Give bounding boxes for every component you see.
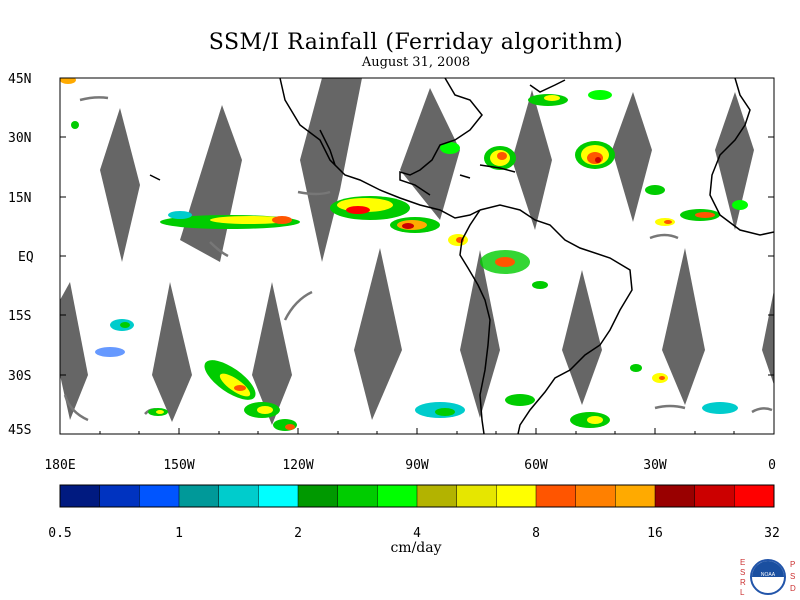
logo-letter: L xyxy=(740,588,745,597)
colorbar-swatch xyxy=(218,485,259,507)
logo-letter: S xyxy=(740,568,745,577)
swath xyxy=(300,78,362,262)
colorbar-swatch xyxy=(734,485,775,507)
lat-label: 30N xyxy=(8,131,31,146)
lon-label: 150W xyxy=(163,458,194,473)
noaa-logo-icon: E S R L P S D NOAA xyxy=(740,558,796,597)
swath xyxy=(400,88,460,220)
colorbar-swatch xyxy=(694,485,735,507)
colorbar-swatch xyxy=(99,485,140,507)
swath xyxy=(152,282,192,422)
lon-label: 180E xyxy=(44,458,75,473)
colorbar-labels: 0.5 1 2 4 8 16 32 xyxy=(48,526,780,541)
logo-text: NOAA xyxy=(761,572,776,578)
colorbar-tick-label: 2 xyxy=(294,526,302,541)
lon-label: 120W xyxy=(282,458,313,473)
coastlines xyxy=(149,78,774,434)
swath xyxy=(100,108,140,262)
colorbar-tick-label: 32 xyxy=(764,526,780,541)
colorbar-swatch xyxy=(615,485,656,507)
longitude-labels: 180E 150W 120W 90W 60W 30W 0 xyxy=(44,458,776,473)
lon-label: 90W xyxy=(405,458,429,473)
lat-label: 45S xyxy=(8,423,31,438)
lat-label: 15S xyxy=(8,309,31,324)
logo-letter: D xyxy=(790,584,796,593)
colorbar-swatch xyxy=(60,485,101,507)
colorbar-swatch xyxy=(456,485,497,507)
map-date: August 31, 2008 xyxy=(361,55,471,70)
lon-ticks xyxy=(59,428,775,434)
colorbar-swatch xyxy=(655,485,696,507)
logo-letter: R xyxy=(740,578,746,587)
rainfall-patches xyxy=(60,78,748,431)
lat-ticks xyxy=(60,77,774,435)
swath xyxy=(612,92,652,222)
swath xyxy=(354,248,402,420)
latitude-labels: 45N 30N 15N EQ 15S 30S 45S xyxy=(8,72,34,438)
swath xyxy=(60,282,88,420)
lat-label: 15N xyxy=(8,191,31,206)
colorbar-tick-label: 0.5 xyxy=(48,526,71,541)
logo-letter: E xyxy=(740,558,745,567)
colorbar-swatch xyxy=(139,485,180,507)
map-title: SSM/I Rainfall (Ferriday algorithm) xyxy=(208,30,624,55)
lat-label: 30S xyxy=(8,369,31,384)
colorbar-swatch xyxy=(298,485,339,507)
colorbar-swatch xyxy=(417,485,458,507)
logo-letter: S xyxy=(790,572,795,581)
lat-label: EQ xyxy=(18,250,34,265)
colorbar-swatch xyxy=(258,485,299,507)
colorbar-tick-label: 4 xyxy=(413,526,421,541)
swath xyxy=(562,270,602,405)
swath xyxy=(512,90,552,230)
swath xyxy=(252,282,292,425)
colorbar-swatch xyxy=(337,485,378,507)
lon-label: 30W xyxy=(643,458,667,473)
colorbar-swatch xyxy=(536,485,577,507)
colorbar-tick-label: 8 xyxy=(532,526,540,541)
swath xyxy=(460,250,500,418)
colorbar-tick-label: 16 xyxy=(647,526,663,541)
colorbar-swatch xyxy=(496,485,537,507)
lon-label: 0 xyxy=(768,458,776,473)
lat-label: 45N xyxy=(8,72,31,87)
swath xyxy=(762,290,774,385)
colorbar-swatch xyxy=(179,485,220,507)
colorbar xyxy=(59,484,775,508)
colorbar-tick-label: 1 xyxy=(175,526,183,541)
colorbar-swatch xyxy=(377,485,418,507)
colorbar-unit: cm/day xyxy=(390,540,442,556)
map-content xyxy=(60,78,774,434)
swath xyxy=(662,248,705,405)
lon-label: 60W xyxy=(524,458,548,473)
logo-letter: P xyxy=(790,560,795,569)
colorbar-swatch xyxy=(575,485,616,507)
